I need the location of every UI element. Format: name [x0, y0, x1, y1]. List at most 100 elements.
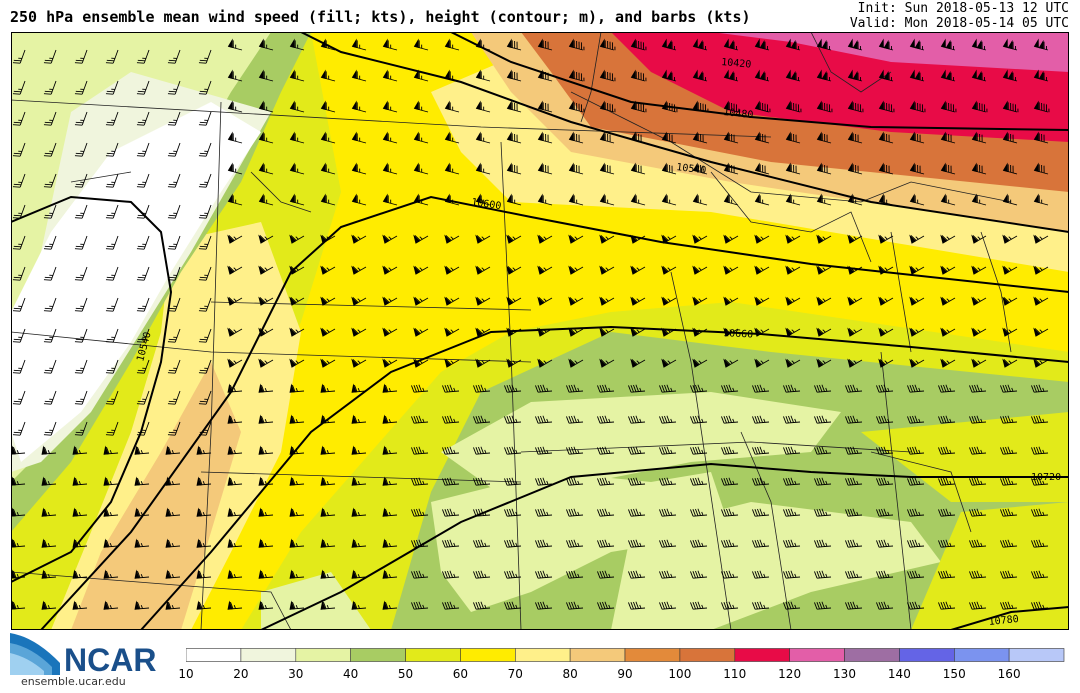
wind-barb	[105, 390, 119, 405]
wind-barb	[597, 508, 615, 517]
colorbar-swatch	[460, 648, 516, 662]
wind-barb	[1002, 234, 1018, 244]
wind-barb	[754, 327, 770, 337]
wind-barb	[475, 131, 491, 144]
wind-barb	[723, 234, 739, 244]
wind-barb	[661, 69, 677, 82]
wind-barb	[351, 569, 367, 579]
wind-barb	[103, 538, 119, 548]
wind-barb	[907, 415, 925, 424]
wind-barb	[167, 80, 181, 95]
wind-barb	[599, 69, 616, 82]
wind-barb	[690, 446, 708, 455]
wind-barb	[227, 445, 243, 455]
wind-barb	[783, 477, 801, 486]
wind-barb	[444, 131, 460, 144]
wind-barb	[599, 193, 615, 206]
wind-barb	[258, 193, 274, 206]
wind-barb	[785, 296, 801, 306]
wind-barb	[289, 265, 305, 275]
wind-barb	[382, 383, 398, 393]
wind-barb	[754, 131, 770, 144]
wind-barb	[258, 131, 274, 144]
wind-barb	[847, 296, 863, 306]
wind-barb	[630, 296, 646, 306]
wind-barb	[537, 162, 553, 175]
wind-barb	[630, 265, 646, 275]
colorbar-swatch	[844, 648, 900, 662]
wind-barb	[1031, 477, 1049, 486]
wind-barb	[630, 234, 646, 244]
wind-barb	[969, 508, 987, 517]
wind-barb	[413, 296, 429, 306]
wind-barb	[258, 507, 274, 517]
wind-barb	[568, 296, 584, 306]
wind-barb	[783, 570, 801, 579]
wind-barb	[227, 100, 243, 113]
wind-barb	[351, 538, 367, 548]
wind-barb	[227, 383, 243, 393]
wind-barb	[105, 111, 119, 126]
wind-barb	[723, 358, 739, 368]
wind-barb	[597, 477, 615, 486]
wind-barb	[289, 383, 305, 393]
wind-barb	[971, 38, 987, 51]
wind-barb	[1000, 384, 1018, 393]
wind-barb	[473, 601, 491, 610]
wind-barb	[940, 234, 956, 244]
wind-barb	[907, 477, 925, 486]
wind-barb	[785, 234, 801, 244]
wind-barb	[754, 100, 771, 113]
wind-barb	[1033, 265, 1049, 275]
wind-barb	[692, 296, 708, 306]
wind-barb	[475, 162, 491, 175]
wind-barb	[907, 601, 925, 610]
wind-barb	[227, 507, 243, 517]
wind-barb	[382, 569, 398, 579]
wind-barb	[721, 508, 739, 517]
wind-barb	[382, 327, 398, 337]
wind-barb	[74, 235, 88, 250]
wind-barb	[909, 100, 926, 113]
wind-barb	[475, 234, 491, 244]
wind-barb	[320, 131, 336, 144]
wind-barb	[1002, 100, 1019, 113]
wind-barb	[473, 508, 491, 517]
wind-barb	[74, 266, 88, 281]
wind-barb	[74, 421, 88, 436]
wind-barb	[1002, 193, 1018, 206]
wind-barb	[72, 476, 88, 486]
wind-barb	[1033, 100, 1050, 113]
wind-barb	[43, 328, 57, 343]
wind-barb	[74, 390, 88, 405]
wind-barb	[599, 100, 616, 113]
colorbar-label: 20	[233, 667, 249, 681]
wind-barb	[754, 38, 770, 51]
wind-barb	[74, 173, 88, 188]
wind-barb	[165, 445, 181, 455]
wind-barb	[258, 296, 274, 306]
ncar-url[interactable]: ensemble.ucar.edu	[21, 675, 126, 688]
wind-barb	[320, 193, 336, 206]
wind-barb	[320, 296, 336, 306]
wind-barb	[659, 446, 677, 455]
wind-barb	[258, 383, 274, 393]
wind-barb	[289, 358, 305, 368]
wind-barb	[537, 234, 553, 244]
wind-barb	[876, 601, 894, 610]
wind-barb	[752, 477, 770, 486]
wind-barb	[537, 131, 553, 144]
wind-barb	[43, 359, 57, 374]
wind-barb	[938, 477, 956, 486]
wind-barb	[167, 328, 181, 343]
wind-barb	[599, 162, 615, 175]
wind-barb	[413, 358, 429, 368]
time-info: Init: Sun 2018-05-13 12 UTC Valid: Mon 2…	[850, 1, 1069, 31]
colorbar-swatch	[679, 648, 736, 662]
wind-barb	[351, 600, 367, 610]
wind-barb	[535, 384, 553, 393]
wind-barb	[351, 327, 367, 337]
wind-barb	[783, 415, 801, 424]
wind-barb	[847, 265, 863, 275]
wind-barb	[754, 296, 770, 306]
